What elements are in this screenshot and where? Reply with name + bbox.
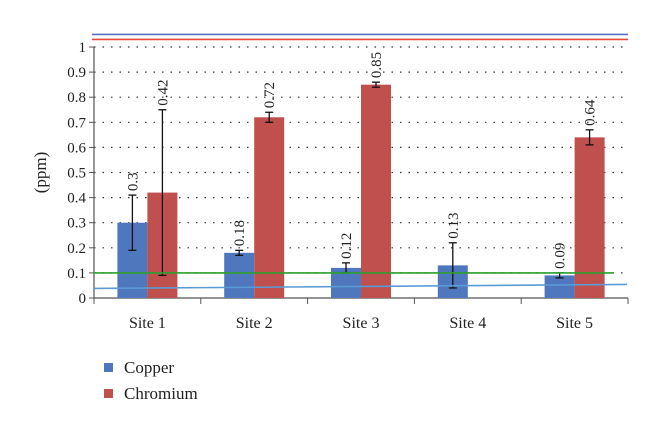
data-label: 0.72 — [262, 82, 278, 108]
x-category-label: Site 2 — [236, 315, 273, 332]
data-label: 0.3 — [125, 172, 141, 191]
reference-line — [93, 283, 628, 290]
bar-chromium — [254, 117, 285, 298]
legend-label-chromium: Chromium — [124, 384, 198, 403]
legend-swatch-copper — [104, 363, 113, 372]
data-label: 0.09 — [553, 243, 569, 269]
y-tick-label: 0.6 — [67, 140, 86, 156]
bar-copper — [224, 252, 255, 298]
bar-chromium — [361, 84, 391, 299]
x-category-label: Site 1 — [129, 315, 166, 332]
y-axis-label: (ppm) — [31, 152, 50, 194]
x-category-label: Site 3 — [343, 315, 380, 332]
bar-copper — [544, 275, 575, 298]
y-tick-label: 0.8 — [67, 90, 86, 106]
y-tick-label: 0 — [79, 291, 87, 307]
data-label: 0.64 — [583, 99, 599, 126]
y-tick-label: 0.2 — [67, 241, 86, 257]
x-category-label: Site 5 — [556, 315, 593, 332]
y-tick-label: 0.1 — [67, 266, 86, 282]
legend-label-copper: Copper — [124, 358, 174, 377]
bar-chromium — [574, 137, 605, 298]
data-label: 0.42 — [155, 80, 171, 106]
y-tick-label: 0.9 — [67, 65, 86, 81]
y-tick-label: 0.4 — [67, 191, 86, 207]
data-label: 0.85 — [369, 52, 385, 78]
legend-swatch-chromium — [104, 389, 113, 398]
x-category-label: Site 4 — [449, 315, 486, 332]
data-label: 0.13 — [446, 213, 462, 239]
y-tick-label: 0.3 — [67, 216, 86, 232]
y-tick-label: 0.7 — [67, 115, 86, 131]
y-tick-label: 1 — [79, 40, 87, 56]
y-tick-label: 0.5 — [67, 166, 86, 182]
data-label: 0.12 — [339, 233, 355, 259]
data-label: 0.18 — [232, 220, 248, 246]
